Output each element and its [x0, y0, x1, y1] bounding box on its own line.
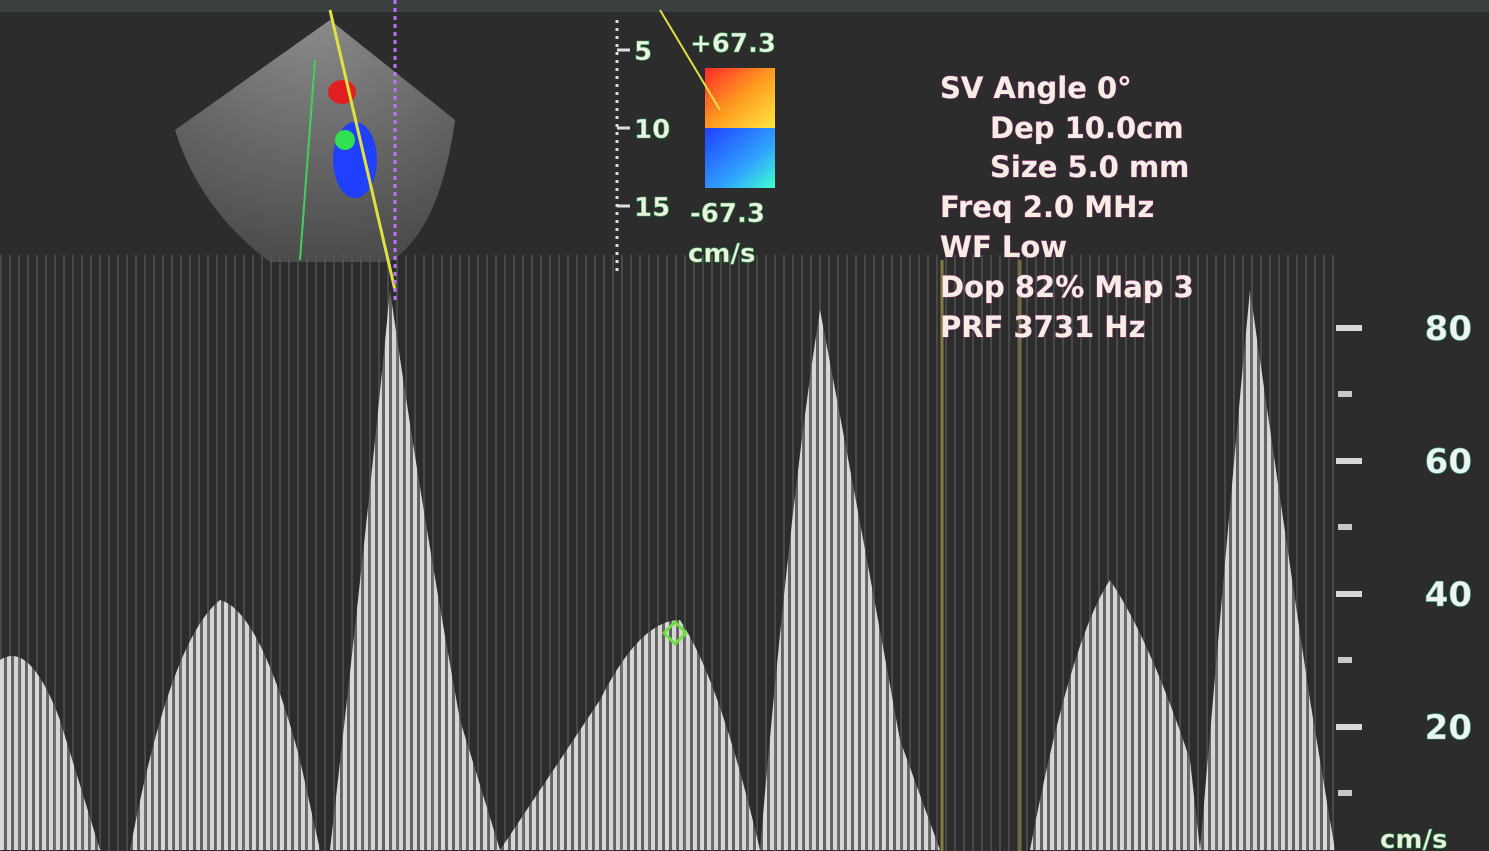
- color-bar-max: +67.3: [690, 29, 776, 59]
- depth-tick-label: 15: [634, 193, 670, 223]
- top-bar: [0, 0, 1489, 12]
- depth-tick-label: 10: [634, 115, 670, 145]
- setting: WF Low: [940, 230, 1067, 264]
- setting: SV Angle 0°: [940, 71, 1132, 105]
- setting: PRF 3731 Hz: [940, 310, 1145, 344]
- setting: Size 5.0 mm: [990, 150, 1189, 184]
- depth-tick-label: 5: [634, 37, 652, 67]
- setting: Dep 10.0cm: [990, 111, 1184, 145]
- color-bar-unit: cm/s: [688, 239, 755, 269]
- setting: Dop 82% Map 3: [940, 270, 1194, 304]
- velocity-tick-label: 60: [1425, 442, 1472, 482]
- ultrasound-screen: 5 10 15 +67.3 -67.3 cm/s SV Angle 0° Dep 1…: [0, 0, 1489, 851]
- velocity-tick-label: 20: [1425, 708, 1472, 748]
- velocity-unit: cm/s: [1380, 825, 1447, 851]
- setting: Freq 2.0 MHz: [940, 190, 1154, 224]
- velocity-tick-label: 40: [1425, 575, 1472, 615]
- velocity-tick-label: 80: [1425, 309, 1472, 349]
- color-bar-min: -67.3: [690, 199, 765, 229]
